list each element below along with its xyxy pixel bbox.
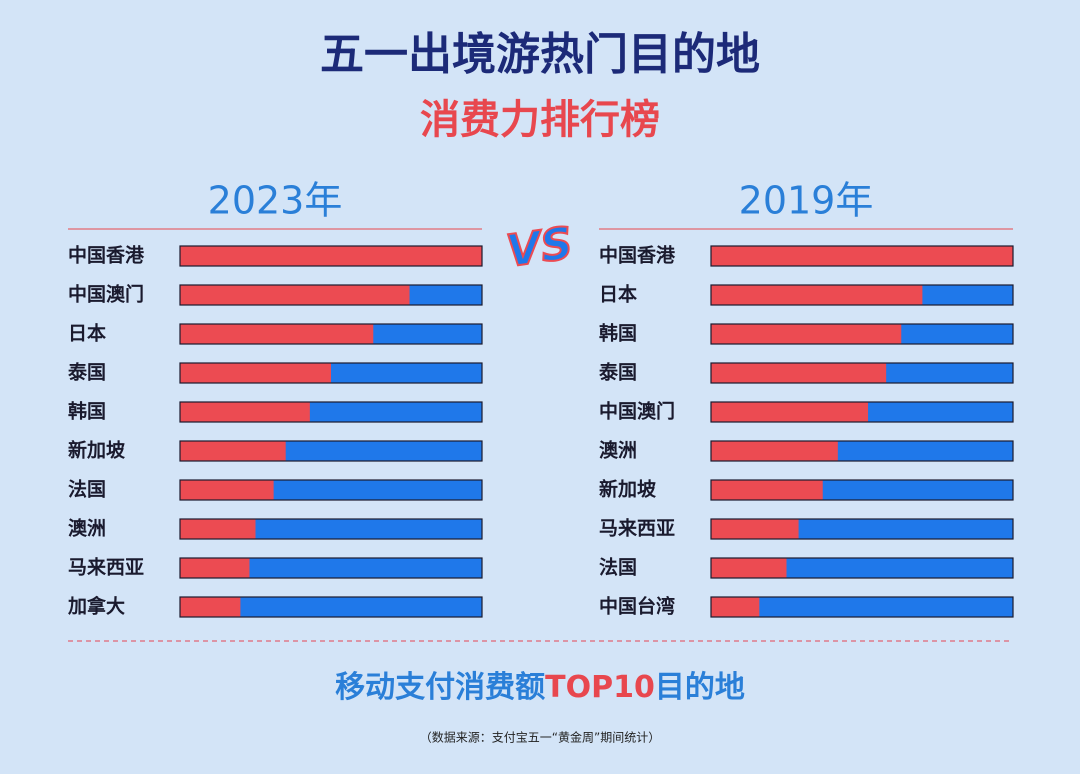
vs-badge: VS <box>504 218 576 278</box>
footer: 移动支付消费额TOP10目的地 <box>335 670 745 705</box>
bar <box>180 597 241 617</box>
bar-outline <box>179 518 483 540</box>
category-label: 马来西亚 <box>68 557 144 579</box>
footer-part: 目的地 <box>655 670 745 705</box>
bar <box>180 246 482 266</box>
bar <box>711 246 1013 266</box>
chart-title: 2019年 <box>739 179 874 223</box>
bar <box>180 402 310 422</box>
bar-track <box>180 597 482 617</box>
category-label: 新加坡 <box>68 439 126 462</box>
bar <box>180 480 274 500</box>
bar <box>711 441 838 461</box>
category-label: 日本 <box>68 322 106 345</box>
bar <box>180 363 331 383</box>
bar-outline <box>710 284 1014 306</box>
bar-outline <box>179 401 483 423</box>
category-label: 新加坡 <box>599 478 657 501</box>
category-label: 中国澳门 <box>68 283 144 306</box>
bar <box>711 324 902 344</box>
subtitle: 消费力排行榜 <box>420 97 660 143</box>
bar-outline <box>179 284 483 306</box>
bar-outline <box>710 245 1014 267</box>
bar-outline <box>710 518 1014 540</box>
bar <box>180 324 374 344</box>
bar-outline <box>179 479 483 501</box>
category-label: 泰国 <box>598 361 637 384</box>
bar <box>711 363 887 383</box>
bar <box>180 558 250 578</box>
category-label: 法国 <box>599 556 637 579</box>
bar <box>711 558 787 578</box>
category-label: 泰国 <box>67 361 106 384</box>
source-note: （数据来源：支付宝五一“黄金周”期间统计） <box>420 730 660 745</box>
category-label: 中国香港 <box>599 244 676 267</box>
category-label: 法国 <box>68 478 106 501</box>
chart-title: 2023年 <box>208 179 343 223</box>
footer-part: 移动支付消费额 <box>335 670 545 705</box>
bar-outline <box>179 440 483 462</box>
bar <box>711 285 923 305</box>
category-label: 加拿大 <box>67 595 125 618</box>
category-label: 韩国 <box>68 400 106 423</box>
category-label: 马来西亚 <box>599 518 675 540</box>
bar-outline <box>710 323 1014 345</box>
bar-outline <box>179 245 483 267</box>
footer-part: TOP10 <box>545 670 655 705</box>
category-label: 澳洲 <box>599 439 637 462</box>
category-label: 韩国 <box>599 322 637 345</box>
category-label: 中国台湾 <box>599 595 675 618</box>
category-label: 澳洲 <box>68 517 106 540</box>
bar-outline <box>710 401 1014 423</box>
bar-track <box>711 597 1013 617</box>
bar <box>711 480 823 500</box>
bar-outline <box>179 596 483 618</box>
bar <box>180 441 286 461</box>
bar-outline <box>710 479 1014 501</box>
bar <box>180 285 410 305</box>
bar <box>711 402 869 422</box>
title: 五一出境游热门目的地 <box>320 29 760 80</box>
bar-track <box>180 558 482 578</box>
bar-outline <box>710 440 1014 462</box>
bar-outline <box>710 362 1014 384</box>
bar-outline <box>179 362 483 384</box>
bar-outline <box>179 557 483 579</box>
bar-outline <box>710 557 1014 579</box>
bar <box>711 519 799 539</box>
bar <box>180 519 256 539</box>
category-label: 日本 <box>599 283 637 306</box>
category-label: 中国澳门 <box>599 400 675 423</box>
bar <box>711 597 760 617</box>
bar-outline <box>179 323 483 345</box>
category-label: 中国香港 <box>68 244 145 267</box>
bar-outline <box>710 596 1014 618</box>
